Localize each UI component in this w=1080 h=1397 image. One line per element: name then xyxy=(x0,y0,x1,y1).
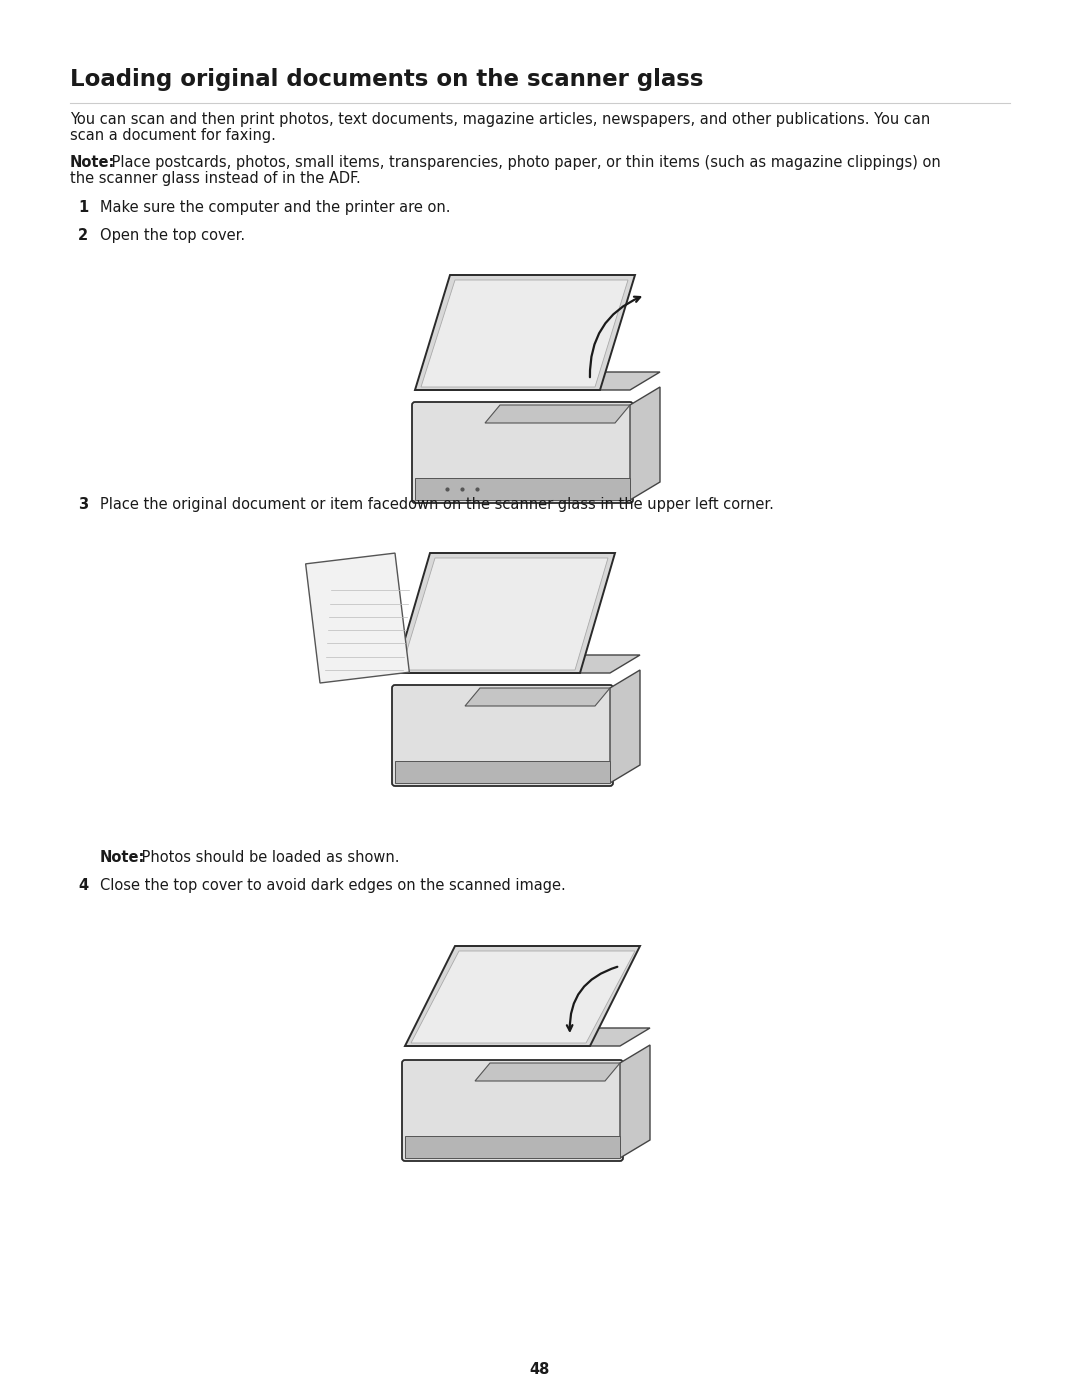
Text: You can scan and then print photos, text documents, magazine articles, newspaper: You can scan and then print photos, text… xyxy=(70,112,930,127)
Polygon shape xyxy=(620,1045,650,1158)
Polygon shape xyxy=(306,553,409,683)
Polygon shape xyxy=(401,557,608,671)
Text: 4: 4 xyxy=(78,877,89,893)
Text: 1: 1 xyxy=(78,200,89,215)
Polygon shape xyxy=(415,372,660,390)
Polygon shape xyxy=(395,761,610,782)
FancyBboxPatch shape xyxy=(411,402,633,503)
FancyBboxPatch shape xyxy=(402,1060,623,1161)
Text: scan a document for faxing.: scan a document for faxing. xyxy=(70,129,275,142)
Text: the scanner glass instead of in the ADF.: the scanner glass instead of in the ADF. xyxy=(70,170,361,186)
Polygon shape xyxy=(411,951,635,1044)
Polygon shape xyxy=(465,687,610,705)
Text: Place postcards, photos, small items, transparencies, photo paper, or thin items: Place postcards, photos, small items, tr… xyxy=(107,155,941,170)
Polygon shape xyxy=(630,387,660,500)
FancyBboxPatch shape xyxy=(392,685,613,787)
Polygon shape xyxy=(460,1032,590,1045)
Text: Place the original document or item facedown on the scanner glass in the upper l: Place the original document or item face… xyxy=(100,497,774,511)
Polygon shape xyxy=(500,376,605,388)
Text: 3: 3 xyxy=(78,497,89,511)
Polygon shape xyxy=(421,279,627,387)
Polygon shape xyxy=(405,946,640,1046)
Polygon shape xyxy=(430,658,580,672)
Text: 48: 48 xyxy=(530,1362,550,1377)
Polygon shape xyxy=(475,1063,620,1081)
Polygon shape xyxy=(405,1136,620,1158)
Polygon shape xyxy=(610,671,640,782)
Polygon shape xyxy=(485,405,630,423)
Text: Make sure the computer and the printer are on.: Make sure the computer and the printer a… xyxy=(100,200,450,215)
Text: Close the top cover to avoid dark edges on the scanned image.: Close the top cover to avoid dark edges … xyxy=(100,877,566,893)
Text: Loading original documents on the scanner glass: Loading original documents on the scanne… xyxy=(70,68,703,91)
Text: Note:: Note: xyxy=(70,155,116,170)
Text: 2: 2 xyxy=(78,228,89,243)
Polygon shape xyxy=(405,1028,650,1046)
Text: Photos should be loaded as shown.: Photos should be loaded as shown. xyxy=(137,849,400,865)
Polygon shape xyxy=(395,655,640,673)
Text: Note:: Note: xyxy=(100,849,146,865)
Text: Open the top cover.: Open the top cover. xyxy=(100,228,245,243)
Polygon shape xyxy=(415,275,635,390)
Polygon shape xyxy=(415,478,630,500)
Polygon shape xyxy=(395,553,615,673)
